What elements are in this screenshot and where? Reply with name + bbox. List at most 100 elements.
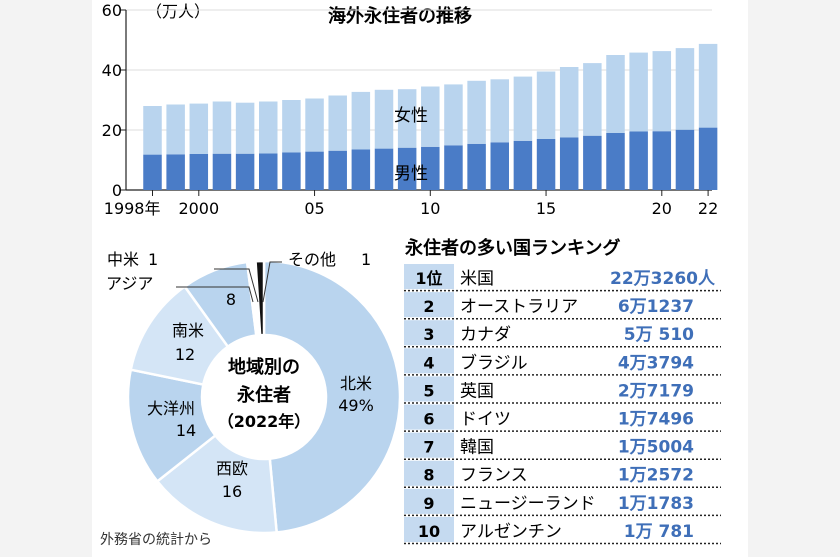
outside-label-central-america: 中米 xyxy=(107,250,139,269)
rank-number: 10 xyxy=(418,522,440,541)
bar-male-2005 xyxy=(305,151,324,190)
leader-line-other xyxy=(262,261,282,303)
bar-female-2005 xyxy=(305,98,324,152)
bar-female-2013 xyxy=(490,79,509,143)
bar-male-2019 xyxy=(629,131,648,190)
bar-female-2015 xyxy=(536,71,556,139)
rank-row-bg xyxy=(455,376,721,402)
bar-male-1999 xyxy=(166,154,185,190)
bar-female-2009 xyxy=(397,89,417,148)
outside-value-central-america: 1 xyxy=(148,250,158,269)
bar-female-2003 xyxy=(259,101,278,154)
bar-female-2012 xyxy=(467,80,486,144)
bar-male-2016 xyxy=(559,137,579,190)
bar-male-2021 xyxy=(675,129,695,190)
x-tick-label-2000: 2000 xyxy=(178,199,219,218)
y-tick-label: 0 xyxy=(112,181,122,200)
donut-center-line-2: 永住者 xyxy=(236,384,291,406)
left-margin-band xyxy=(0,0,92,557)
slice-value-north-america: 49% xyxy=(338,396,374,415)
slice-label-western-europe: 西欧 xyxy=(216,459,248,478)
y-tick-label: 20 xyxy=(102,121,122,140)
rank-value: 2万7179 xyxy=(618,381,694,401)
rank-number: 3 xyxy=(423,325,434,344)
series-label-female: 女性 xyxy=(394,106,428,126)
right-margin-band xyxy=(748,0,840,557)
rank-country: アルゼンチン xyxy=(460,522,562,542)
outside-label-asia: アジア xyxy=(106,274,153,293)
bar-female-2010 xyxy=(421,86,440,147)
bar-chart-permanent-residents-trend: 海外永住者の推移 （万人） 0 20 40 60 1998年 2000 05 10 15 20 2… xyxy=(102,1,719,218)
rank-country: オーストラリア xyxy=(460,297,578,317)
rank-cell-bg xyxy=(404,292,454,318)
y-axis-ticks: 0 20 40 60 xyxy=(102,1,127,200)
bar-male-2020 xyxy=(652,131,672,190)
rank-row-bg xyxy=(455,264,721,290)
rank-country: フランス xyxy=(460,466,528,486)
series-label-male: 男性 xyxy=(394,164,428,184)
bar-female-2017 xyxy=(583,63,602,136)
bar-male-2015 xyxy=(536,139,556,190)
source-note: 外務省の統計から xyxy=(100,532,212,548)
rank-cell-bg xyxy=(404,432,454,458)
bar-male-2001 xyxy=(212,153,232,190)
bar-female-2021 xyxy=(675,48,695,130)
bar-female-2000 xyxy=(189,103,209,154)
rank-value: 1万 781 xyxy=(624,522,694,542)
bar-female-2011 xyxy=(444,84,463,146)
donut-hole xyxy=(202,335,326,459)
bar-male-2022 xyxy=(698,127,718,190)
bar-male-2009 xyxy=(397,147,417,190)
rank-value: 4万3794 xyxy=(618,353,694,373)
y-tick-label: 40 xyxy=(102,61,122,80)
rank-country: ニュージーランド xyxy=(460,494,596,514)
bar-male-2003 xyxy=(259,153,278,190)
bar-male-1998 xyxy=(143,154,162,190)
ranking-title: 永住者の多い国ランキング xyxy=(404,237,620,259)
bar-female-2022 xyxy=(698,43,718,128)
rank-number: 2 xyxy=(423,297,434,316)
leader-line-asia xyxy=(176,286,254,303)
bar-male-2000 xyxy=(189,154,209,190)
x-tick-label-2015: 15 xyxy=(536,199,556,218)
bar-male-2012 xyxy=(467,143,486,190)
rank-number: 9 xyxy=(423,494,434,513)
bar-male-2010 xyxy=(421,146,440,190)
rank-value: 1万1783 xyxy=(618,494,694,514)
rank-cell-bg xyxy=(404,460,454,486)
rank-country: 英国 xyxy=(460,381,494,401)
x-tick-label-2010: 10 xyxy=(420,199,440,218)
rank-number: 7 xyxy=(423,438,434,457)
country-ranking-table: 永住者の多い国ランキング 1位 米国 22万3260人 2 オーストラリア 6万1237 3… xyxy=(404,237,721,545)
rank-country: カナダ xyxy=(460,325,511,345)
donut-center-line-3: （2022年） xyxy=(218,412,311,431)
rank-value: 5万 510 xyxy=(624,325,694,345)
x-tick-label-2020: 20 xyxy=(652,199,672,218)
rank-row-bg xyxy=(455,348,721,374)
bar-male-2004 xyxy=(282,152,301,190)
bar-female-2007 xyxy=(351,91,371,150)
outside-label-other: その他 xyxy=(288,250,336,269)
slice-value-asia: 8 xyxy=(226,290,236,309)
rank-row-bg xyxy=(455,404,721,430)
bar-female-2016 xyxy=(559,67,579,138)
ranking-rows: 1位 米国 22万3260人 2 オーストラリア 6万1237 3 カナダ 5万 510 4 ブラジ… xyxy=(404,264,721,545)
leader-line-central-america xyxy=(214,268,259,303)
rank-number: 1位 xyxy=(415,269,442,288)
bar-male-2014 xyxy=(513,140,533,190)
bar-male-2008 xyxy=(374,148,394,190)
bar-marks xyxy=(143,43,718,190)
rank-country: 韓国 xyxy=(460,438,494,458)
bar-female-2020 xyxy=(652,51,672,132)
slice-label-south-america: 南米 xyxy=(172,321,204,340)
rank-value: 22万3260人 xyxy=(610,269,716,289)
x-tick-label-1998: 1998年 xyxy=(104,199,161,218)
rank-row-bg xyxy=(455,488,721,514)
bar-male-2013 xyxy=(490,142,509,190)
rank-row-bg xyxy=(455,292,721,318)
rank-number: 5 xyxy=(423,381,434,400)
rank-number: 4 xyxy=(423,353,434,372)
rank-cell-bg xyxy=(404,376,454,402)
rank-cell-bg xyxy=(404,404,454,430)
